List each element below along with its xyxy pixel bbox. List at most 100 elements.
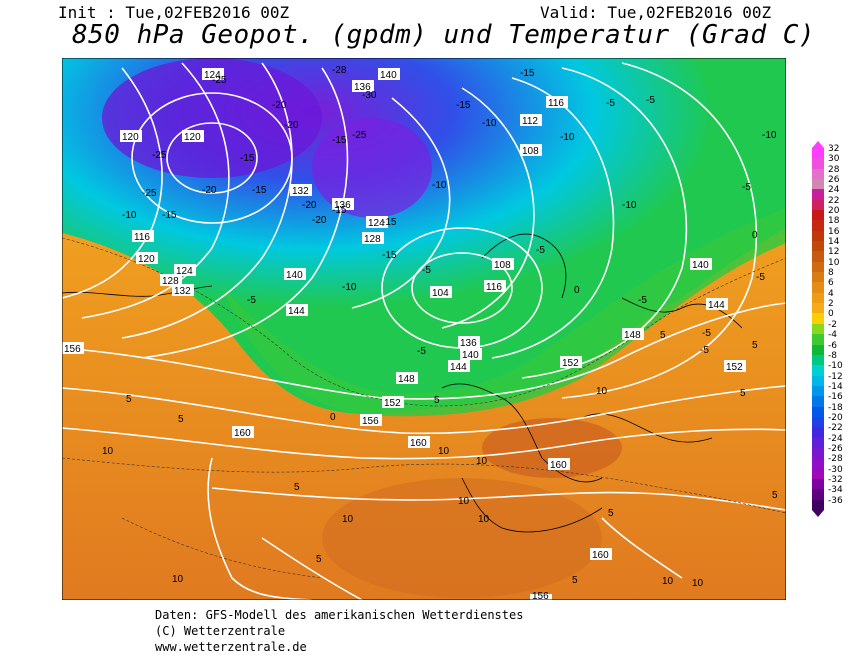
scale-swatch — [812, 447, 824, 459]
temp-label: 5 — [294, 482, 300, 493]
scale-label: -30 — [828, 464, 843, 475]
temp-label: -5 — [417, 346, 426, 357]
scale-label: 4 — [828, 288, 834, 299]
temp-label: -30 — [362, 90, 377, 101]
temp-label: 5 — [316, 554, 322, 565]
geopot-label: 124 — [366, 216, 388, 229]
temp-label: -5 — [536, 245, 545, 256]
green-band — [222, 208, 786, 417]
scale-label: 26 — [828, 175, 840, 186]
label-156-c: 156 — [532, 591, 549, 600]
geopot-label: 128 — [160, 274, 182, 287]
temp-label: -20 — [312, 215, 327, 226]
valid-time-label: Valid: Tue,02FEB2016 00Z — [540, 3, 772, 22]
label-128-b: 128 — [162, 276, 179, 287]
temp-label: 0 — [574, 285, 580, 296]
geopot-label: 160 — [408, 436, 430, 449]
scale-swatch — [812, 323, 824, 335]
temp-label: -20 — [202, 185, 217, 196]
scale-swatch — [812, 416, 824, 428]
geopot-label: 160 — [548, 458, 570, 471]
temp-label: -15 — [456, 100, 471, 111]
scale-swatch — [812, 334, 824, 345]
geopot-label: 108 — [492, 258, 514, 271]
footer-website: www.wetterzentrale.de — [155, 640, 307, 654]
scale-swatch — [812, 406, 824, 418]
temp-label: -5 — [702, 328, 711, 339]
scale-swatch — [812, 478, 824, 490]
scale-label: 10 — [828, 257, 840, 268]
scale-label: -28 — [828, 454, 843, 465]
label-136-c: 136 — [334, 200, 351, 211]
temp-label: 10 — [438, 446, 450, 457]
temp-label: -10 — [432, 180, 447, 191]
scale-swatch — [812, 468, 824, 480]
geopot-label: 104 — [430, 286, 452, 299]
scale-swatch — [812, 458, 824, 470]
temp-label: -5 — [756, 272, 765, 283]
scale-label: -10 — [828, 361, 843, 372]
temp-label: 10 — [596, 386, 608, 397]
scale-swatch — [812, 261, 824, 273]
label-124-a: 124 — [204, 70, 221, 81]
geopot-label: 156 — [360, 414, 382, 427]
geopot-label: 156 — [62, 342, 84, 355]
geopot-label: 160 — [590, 548, 612, 561]
temp-label: 10 — [662, 576, 674, 587]
temp-label: 5 — [740, 388, 746, 399]
geopot-label: 148 — [622, 328, 644, 341]
scale-label: -26 — [828, 443, 843, 454]
temp-label: -20 — [284, 120, 299, 131]
scale-label: 2 — [828, 299, 834, 310]
temp-label: -25 — [142, 188, 157, 199]
temp-label: -15 — [382, 217, 397, 228]
scale-label: -4 — [828, 330, 837, 341]
footer-copyright: (C) Wetterzentrale — [155, 624, 286, 638]
temp-label: -5 — [638, 295, 647, 306]
temp-label: -15 — [332, 135, 347, 146]
temp-label: 5 — [752, 340, 758, 351]
scale-swatch — [812, 344, 824, 356]
scale-label: 24 — [828, 185, 840, 196]
temp-label: -5 — [247, 295, 256, 306]
temp-label: -10 — [122, 210, 137, 221]
temp-label: -20 — [302, 200, 317, 211]
geopot-label: 108 — [520, 144, 542, 157]
geopot-label: 132 — [172, 284, 194, 297]
temp-label: 5 — [434, 395, 440, 406]
label-160-a: 160 — [234, 428, 251, 439]
temp-label: -15 — [252, 185, 267, 196]
label-124-c: 124 — [176, 266, 193, 277]
label-128-a: 128 — [364, 234, 381, 245]
scale-swatch — [812, 241, 824, 252]
label-140-b: 140 — [286, 270, 303, 281]
temp-label: -15 — [240, 153, 255, 164]
geopot-label: 124 — [174, 264, 196, 277]
label-140-c: 140 — [462, 350, 479, 361]
geopot-label: 136 — [332, 198, 354, 211]
label-140-d: 140 — [692, 260, 709, 271]
temp-label: 5 — [126, 394, 132, 405]
scale-label: 8 — [828, 268, 834, 279]
label-136-b: 136 — [460, 338, 477, 349]
scale-label: -22 — [828, 423, 843, 434]
scale-label: 16 — [828, 226, 840, 237]
geopot-label: 124 — [202, 68, 224, 81]
scale-label: -24 — [828, 433, 843, 444]
scale-label: 18 — [828, 216, 840, 227]
scale-swatch — [812, 230, 824, 242]
geopot-label: 140 — [690, 258, 712, 271]
label-124-b: 124 — [368, 218, 385, 229]
scale-swatch — [812, 292, 824, 304]
scale-label: 0 — [828, 309, 834, 320]
geopot-label: 140 — [284, 268, 306, 281]
temp-label: -5 — [742, 182, 751, 193]
temp-label: -5 — [422, 265, 431, 276]
label-116-c: 116 — [486, 282, 502, 293]
scale-label: -34 — [828, 485, 843, 496]
chart-title: 850 hPa Geopot. (gpdm) und Temperatur (G… — [72, 20, 816, 50]
scale-swatch — [812, 251, 824, 263]
temp-label: -25 — [212, 75, 227, 86]
scale-swatch — [812, 437, 824, 449]
temp-label: -5 — [646, 95, 655, 106]
